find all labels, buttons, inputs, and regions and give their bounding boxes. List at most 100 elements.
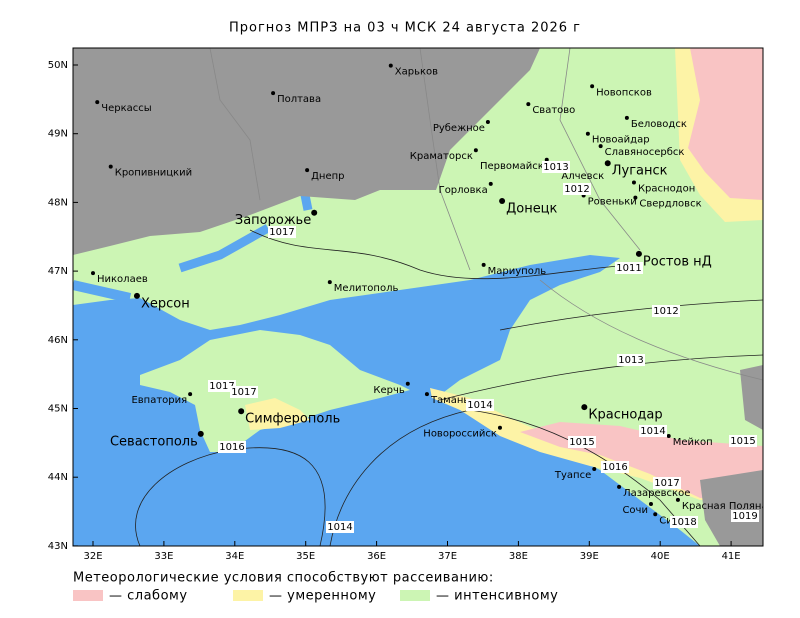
city-dot [585,131,590,136]
city-dot [497,425,502,430]
city-dot [590,84,595,89]
city-dot [133,292,140,299]
isobar-label: 1018 [671,517,696,528]
city-label: Краматорск [410,151,473,162]
city-dot [311,209,318,216]
city-dot [388,63,393,68]
y-tick-label: 46N [48,335,68,346]
isobar-label-bg [670,516,698,528]
isobar-label-bg [542,161,570,173]
city-dot [108,164,113,169]
isobar-label-bg [601,461,629,473]
city-dot [424,392,429,397]
city-dot [485,120,490,125]
isobar-label: 1015 [569,437,594,448]
city-label: Новопсков [596,87,652,98]
x-tick-label: 41E [722,551,741,562]
city-label: Луганск [612,164,668,179]
city-dot [635,250,642,257]
isobar-label-bg [729,435,757,447]
isobar-label-bg [653,477,681,489]
city-label: Черкассы [101,103,151,114]
isobar-label-bg [563,183,591,195]
isobar-label: 1013 [543,162,568,173]
isobar-label-bg [268,226,296,238]
reservoir [178,224,271,273]
isobar-label-bg [466,399,494,411]
city-label: Краснодар [588,408,662,423]
map-title: Прогноз МПРЗ на 03 ч МСК 24 августа 2026… [229,21,581,36]
city-label: Керчь [373,385,405,396]
isobar-label: 1017 [231,387,256,398]
city-label: Сочи [622,505,648,516]
isobar-label-bg [615,262,643,274]
city-label: Евпатория [131,395,187,406]
city-dot [604,160,611,167]
city-label: Беловодск [631,119,687,130]
city-dot [95,100,100,105]
city-dot [197,430,204,437]
city-dot [271,91,276,96]
x-tick-label: 33E [154,551,173,562]
city-label: Славяносербск [605,147,685,158]
isobar-label: 1012 [564,184,589,195]
legend-label: — интенсивному [436,589,558,604]
city-label: Алчевск [561,171,604,182]
legend-swatch [400,590,430,601]
city-dot [488,181,493,186]
city-label: Новоайдар [592,135,650,146]
isobar-label: 1016 [602,462,627,473]
city-dot [617,484,622,489]
legend-label: — умеренному [269,589,376,604]
city-dot [648,501,653,506]
y-tick-label: 44N [48,472,68,483]
city-dot [598,144,603,149]
city-label: Днепр [311,171,344,182]
city-label: Мейкоп [673,437,713,448]
map-area: Харьков Черкассы Полтава Кропивницкий Днепр З… [73,48,763,546]
city-label: Николаев [97,274,148,285]
city-dot [592,466,597,471]
isobar-label-bg [652,305,680,317]
border [559,48,641,251]
isobar-label: 1017 [269,227,294,238]
city-label: Ростов нД [643,254,712,269]
isobar-label: 1014 [640,426,665,437]
isobar-label-bg [568,436,596,448]
city-dot [653,512,658,517]
city-dot [675,497,680,502]
legend-swatch [233,590,263,601]
isobar-label: 1012 [653,306,678,317]
city-label: Свердловск [639,199,701,210]
city-dot [188,392,193,397]
y-tick-label: 49N [48,129,68,140]
city-label: Тамань [430,395,469,406]
city-dot [499,198,506,205]
x-tick-label: 35E [296,551,315,562]
city-dot [581,404,588,411]
city-dot [473,148,478,153]
city-label: Первомайск [480,161,544,172]
isobar-label: 1019 [732,511,757,522]
city-label: Херсон [141,296,190,311]
x-tick-label: 39E [580,551,599,562]
x-tick-label: 38E [509,551,528,562]
isobar-label: 1017 [654,478,679,489]
isobar-label-bg [617,354,645,366]
isobar-label-bg [326,521,354,533]
city-dot [481,262,486,267]
land-outside [740,365,763,430]
legend: — слабому — умеренному — интенсивному [73,589,558,604]
isobar-label-bg [230,386,258,398]
map-frame [72,47,764,547]
y-tick-label: 47N [48,266,68,277]
axes: 32E 33E 34E 35E 36E 37E 38E 39E 40E 41E 50N 49N 48N 4… [48,60,741,562]
city-label: Симферополь [245,412,340,427]
city-label: Ровеньки [588,197,637,208]
city-dot [91,271,95,276]
city-dot [544,157,549,162]
legend-swatch [73,590,103,601]
isobar [249,229,631,280]
